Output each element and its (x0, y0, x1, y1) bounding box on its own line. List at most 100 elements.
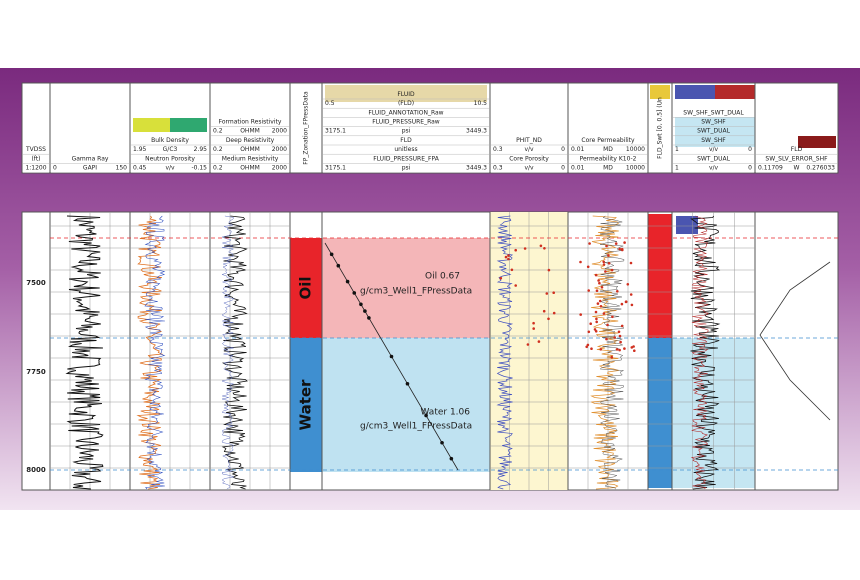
scale-unit: OHMM (240, 128, 260, 135)
pressure-point (424, 413, 428, 418)
header-label: Medium Resistivity (222, 155, 279, 162)
header-label: 1:1200 (25, 165, 46, 172)
core-point (597, 279, 600, 282)
core-point (594, 310, 598, 314)
scale-min: 0.2 (213, 165, 223, 172)
scale-max: 10000 (626, 146, 645, 153)
core-point (542, 309, 546, 313)
core-point (595, 289, 599, 293)
scale-unit: v/v (709, 146, 719, 153)
oil-flag (648, 214, 672, 338)
scale-min: 1 (675, 146, 679, 153)
core-point (552, 311, 556, 315)
header-label: FLD (400, 137, 412, 144)
core-point (618, 348, 621, 352)
core-point (605, 337, 608, 341)
scale-min: 0.45 (133, 165, 147, 172)
core-point (587, 330, 591, 334)
log-curve (65, 215, 104, 490)
water-fill (322, 338, 490, 472)
scale-min: 0.3 (493, 165, 503, 172)
core-point (586, 343, 590, 347)
core-point (523, 247, 527, 250)
header-label: (ft) (31, 155, 40, 162)
scale-max: 0 (748, 165, 752, 172)
scale-max: 150 (116, 165, 128, 172)
pressure-point (367, 316, 371, 320)
core-point (594, 273, 598, 277)
core-point (587, 289, 590, 292)
scale-unit: OHMM (240, 165, 260, 172)
scale-max: 0.276033 (806, 165, 835, 172)
scale-max: -0.15 (191, 165, 207, 172)
core-point (610, 268, 614, 272)
core-point (589, 322, 592, 326)
core-point (629, 293, 633, 296)
core-point (579, 260, 582, 264)
header-label: SW_SHF (701, 119, 726, 126)
core-point (594, 330, 598, 333)
log-curve (496, 215, 514, 490)
scale-unit: G/C3 (163, 146, 178, 153)
core-point (633, 349, 636, 353)
core-point (499, 276, 503, 280)
header-label: unitless (394, 146, 417, 153)
core-point (552, 291, 555, 295)
core-point (585, 345, 588, 349)
scale-max: 0 (748, 146, 752, 153)
log-curve (221, 215, 235, 490)
core-point (611, 315, 614, 319)
scale-min: 0.3 (493, 146, 503, 153)
core-point (630, 303, 634, 307)
core-point (599, 348, 603, 351)
core-point (626, 283, 630, 286)
core-point (619, 340, 622, 344)
error-swatch (798, 136, 836, 148)
core-point (539, 244, 543, 248)
core-point (504, 255, 508, 259)
log-curve (144, 215, 166, 490)
sw-swatch (715, 85, 755, 99)
core-point (607, 254, 610, 257)
scale-unit: psi (402, 165, 411, 172)
scale-unit: v/v (165, 165, 175, 172)
scale-min: 0 (53, 165, 57, 172)
scale-max: 10000 (626, 165, 645, 172)
oil-bar (290, 238, 322, 338)
header-label: Gamma Ray (72, 155, 109, 162)
pressure-point (352, 291, 357, 295)
log-curve (690, 215, 721, 490)
core-point (507, 257, 510, 261)
depth-label: 7750 (26, 368, 46, 376)
core-point (614, 242, 618, 245)
header-label: Formation Resistivity (219, 119, 282, 126)
scale-unit: v/v (709, 165, 719, 172)
core-point (526, 343, 530, 346)
scale-max: 2000 (272, 165, 287, 172)
header-label: FLD (791, 146, 803, 153)
scale-max: 10.5 (474, 100, 488, 107)
header-label: PHIT_ND (516, 137, 542, 144)
core-point (588, 242, 591, 245)
header-label: SW_SHF_SWT_DUAL (683, 109, 744, 116)
core-point (537, 340, 541, 343)
scale-unit: GAPI (83, 165, 97, 172)
scale-max: 3449.3 (466, 128, 487, 135)
legend-swatch (170, 118, 207, 132)
core-point (618, 334, 622, 338)
core-point (510, 268, 514, 272)
fluid-scale (325, 85, 487, 102)
header-label: Deep Resistivity (226, 137, 275, 144)
scale-unit: v/v (524, 146, 534, 153)
core-point (595, 317, 598, 321)
core-point (607, 262, 611, 265)
sw-envelope (759, 261, 831, 421)
header-label: Neutron Porosity (145, 155, 195, 162)
core-point (547, 317, 550, 321)
log-curve (690, 215, 709, 490)
core-point (543, 247, 546, 250)
pressure-point (359, 302, 363, 307)
sw-swatch (675, 117, 755, 147)
core-point (507, 254, 510, 257)
core-point (579, 313, 582, 316)
